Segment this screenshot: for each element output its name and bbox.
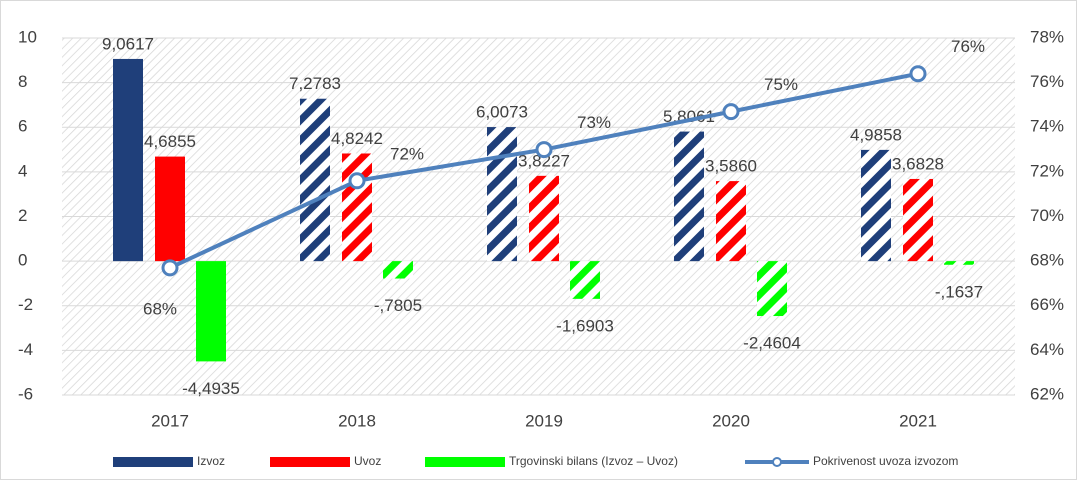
data-label: 4,8242 — [331, 129, 383, 148]
line-marker — [348, 172, 366, 190]
x-tick-label: 2021 — [899, 411, 937, 430]
x-tick-label: 2019 — [525, 411, 563, 430]
y2-tick-label: 70% — [1030, 206, 1064, 225]
bar — [944, 261, 974, 265]
y-tick-label: -4 — [18, 340, 33, 359]
y2-tick-label: 72% — [1030, 161, 1064, 180]
y-tick-label: 8 — [18, 72, 27, 91]
data-label: 73% — [577, 113, 611, 132]
y2-tick-label: 74% — [1030, 117, 1064, 136]
bar — [861, 149, 891, 262]
data-label: 72% — [390, 144, 424, 163]
data-label: 3,8227 — [518, 151, 570, 170]
line-marker — [722, 103, 740, 121]
y2-tick-label: 76% — [1030, 72, 1064, 91]
y2-tick-label: 78% — [1030, 27, 1064, 46]
bar — [155, 156, 185, 262]
data-label: 9,0617 — [102, 34, 154, 53]
y-tick-label: 10 — [18, 27, 37, 46]
y2-tick-label: 66% — [1030, 295, 1064, 314]
data-label: 75% — [764, 75, 798, 94]
bar — [674, 131, 704, 262]
bar — [196, 261, 226, 362]
legend-swatch — [270, 457, 350, 467]
legend-label: Pokrivenost uvoza izvozom — [813, 454, 958, 468]
legend-marker — [772, 457, 782, 467]
data-label: -4,4935 — [182, 379, 240, 398]
y-tick-label: -2 — [18, 295, 33, 314]
legend-label: Trgovinski bilans (Izvoz – Uvoz) — [509, 454, 678, 468]
y-tick-label: 2 — [18, 206, 27, 225]
bar — [300, 98, 330, 262]
x-tick-label: 2017 — [151, 411, 189, 430]
x-tick-label: 2020 — [712, 411, 750, 430]
legend-label: Uvoz — [354, 454, 381, 468]
y-tick-label: 0 — [18, 251, 27, 270]
bar — [757, 261, 787, 317]
legend-swatch — [425, 457, 505, 467]
y2-tick-label: 64% — [1030, 340, 1064, 359]
legend-swatch — [113, 457, 193, 467]
y-tick-label: 4 — [18, 161, 27, 180]
data-label: 3,5860 — [705, 157, 757, 176]
data-label: 6,0073 — [476, 103, 528, 122]
legend-label: Izvoz — [197, 454, 225, 468]
data-label: -1,6903 — [556, 316, 614, 335]
y-tick-label: -6 — [18, 384, 33, 403]
line-marker — [909, 65, 927, 83]
data-label: -,1637 — [935, 282, 983, 301]
y-tick-label: 6 — [18, 117, 27, 136]
bar — [113, 58, 143, 262]
bar — [383, 261, 413, 279]
line-marker — [161, 259, 179, 277]
bar — [529, 175, 559, 262]
data-label: 7,2783 — [289, 74, 341, 93]
data-label: 4,9858 — [850, 125, 902, 144]
data-label: 68% — [143, 299, 177, 318]
data-label: -2,4604 — [743, 334, 801, 353]
data-label: 4,6855 — [144, 132, 196, 151]
data-label: 76% — [951, 37, 985, 56]
data-label: -,7805 — [374, 296, 422, 315]
y2-tick-label: 68% — [1030, 251, 1064, 270]
data-label: 3,6828 — [892, 154, 944, 173]
y2-tick-label: 62% — [1030, 384, 1064, 403]
bar — [487, 127, 517, 262]
bar — [716, 181, 746, 262]
bar — [342, 153, 372, 262]
bar — [570, 261, 600, 299]
bar — [903, 178, 933, 262]
x-tick-label: 2018 — [338, 411, 376, 430]
line-marker — [535, 141, 553, 159]
